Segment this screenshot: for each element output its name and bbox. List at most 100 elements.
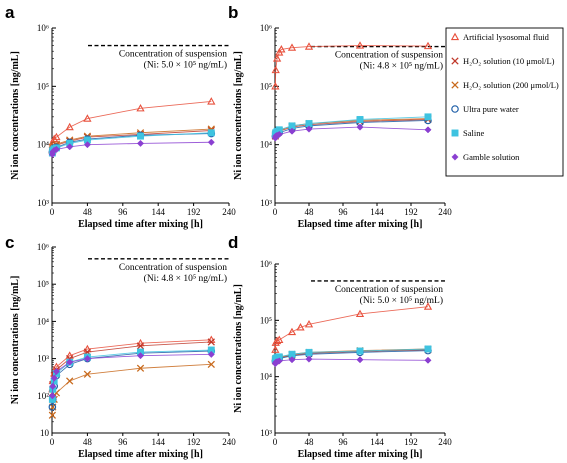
x-tick-label: 192 xyxy=(187,437,201,447)
data-point xyxy=(48,411,57,419)
x-tick-label: 96 xyxy=(339,437,349,447)
data-point xyxy=(424,356,432,364)
y-tick-label: 10³ xyxy=(37,198,49,208)
data-point xyxy=(272,54,282,62)
legend-label: Artificial lysosomal fluid xyxy=(463,32,550,42)
data-point xyxy=(207,138,215,146)
data-point xyxy=(137,132,144,140)
data-point xyxy=(66,143,74,151)
data-point xyxy=(424,345,432,353)
legend-item: Artificial lysosomal fluid xyxy=(450,32,550,42)
panel-c: c 0 48 96 144 192 240 10 10² 10³ 10⁴ 10⁵ 10⁶ Elapsed … xyxy=(5,233,236,460)
data-point xyxy=(423,302,433,310)
data-point xyxy=(50,374,58,382)
x-tick-label: 144 xyxy=(151,437,165,447)
series-fit-line xyxy=(51,141,212,155)
legend-box xyxy=(445,27,564,177)
x-tick-label: 240 xyxy=(222,437,236,447)
x-tick-label: 96 xyxy=(118,207,128,217)
series xyxy=(271,113,432,138)
data-point xyxy=(136,342,145,350)
y-tick-label: 10⁶ xyxy=(260,23,272,33)
data-point xyxy=(136,103,145,112)
legend-marker xyxy=(451,57,459,65)
legend-marker-stroke2 xyxy=(451,57,459,65)
reference-label: Concentration of suspension xyxy=(119,262,227,273)
series-fit-line xyxy=(51,349,212,400)
series-fit-line xyxy=(274,120,429,137)
data-point xyxy=(423,41,433,50)
data-point xyxy=(66,358,74,366)
data-point-stroke2 xyxy=(48,411,57,419)
x-tick-label: 144 xyxy=(370,437,384,447)
data-point xyxy=(424,113,432,121)
data-point xyxy=(83,141,91,149)
data-point xyxy=(48,403,57,411)
legend-item: Saline xyxy=(451,128,484,138)
data-point xyxy=(48,392,56,400)
y-axis-title: Ni ion concentrations [ng/mL] xyxy=(233,51,244,180)
reference-value-label: (Ni: 4.8 × 10⁵ ng/mL) xyxy=(360,61,443,72)
data-point-stroke2 xyxy=(207,360,215,369)
y-tick-label: 10⁵ xyxy=(37,81,49,91)
series xyxy=(48,97,216,154)
x-tick-label: 48 xyxy=(83,437,93,447)
legend-item: H₂O₂ solution (200 μmol/L) xyxy=(451,80,559,90)
y-tick-label: 10⁴ xyxy=(260,372,272,382)
panel-a: a 0 48 96 144 192 240 10³ 10⁴ 10⁵ 10⁶ Elapsed time … xyxy=(5,3,236,230)
data-point-stroke2 xyxy=(83,370,92,378)
data-point xyxy=(304,42,314,50)
x-tick-label: 0 xyxy=(273,207,278,217)
legend-item: Ultra pure water xyxy=(451,104,519,114)
y-axis-title: Ni ion concentrations [ng/mL] xyxy=(10,276,21,405)
data-point-stroke2 xyxy=(136,342,145,350)
series-fit-line xyxy=(51,353,212,396)
data-point xyxy=(49,382,57,390)
x-tick-label: 240 xyxy=(438,207,452,217)
data-point xyxy=(288,127,296,135)
x-tick-label: 96 xyxy=(118,437,128,447)
series xyxy=(48,350,215,400)
data-point-stroke2 xyxy=(66,377,74,385)
data-point xyxy=(52,367,60,376)
x-tick-label: 192 xyxy=(187,207,201,217)
series xyxy=(48,360,215,419)
series-fit-line xyxy=(274,358,429,364)
legend-label: Ultra pure water xyxy=(463,104,519,114)
legend-label: H₂O₂ solution (200 μmol/L) xyxy=(463,80,559,90)
series-fit-line xyxy=(51,350,212,408)
x-axis-title: Elapsed time after mixing [h] xyxy=(78,449,203,460)
series xyxy=(271,302,433,353)
data-point xyxy=(275,357,283,365)
x-tick-label: 48 xyxy=(305,437,315,447)
series xyxy=(271,41,433,90)
x-tick-label: 0 xyxy=(273,437,278,447)
legend-marker xyxy=(450,32,460,41)
series xyxy=(48,125,215,154)
y-tick-label: 10⁴ xyxy=(260,140,272,150)
x-axis-title: Elapsed time after mixing [h] xyxy=(78,219,203,230)
data-point xyxy=(272,336,282,345)
panel-letter-a: a xyxy=(5,3,15,22)
y-tick-label: 10⁵ xyxy=(260,81,272,91)
y-tick-label: 10³ xyxy=(260,428,272,438)
data-point xyxy=(355,309,365,318)
x-tick-label: 144 xyxy=(370,207,384,217)
legend-label: H₂O₂ solution (10 μmol/L) xyxy=(463,56,555,66)
data-point xyxy=(207,97,216,105)
data-point xyxy=(52,145,60,153)
data-point xyxy=(287,327,297,336)
series-fit-line xyxy=(274,126,429,139)
data-point-stroke2 xyxy=(136,364,145,372)
data-point xyxy=(305,348,313,356)
y-tick-label: 10⁶ xyxy=(37,242,49,252)
data-point xyxy=(83,114,92,122)
data-point-stroke2 xyxy=(207,338,215,346)
data-point xyxy=(305,355,313,363)
series xyxy=(48,335,216,393)
data-point xyxy=(275,335,284,343)
legend-label: Gamble solution xyxy=(463,152,520,162)
y-tick-label: 10² xyxy=(37,391,49,401)
x-tick-label: 48 xyxy=(305,207,315,217)
